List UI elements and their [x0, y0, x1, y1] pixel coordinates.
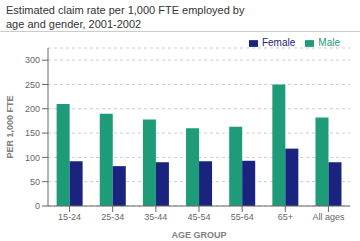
svg-text:15-24: 15-24 [58, 212, 81, 222]
svg-text:150: 150 [25, 128, 40, 138]
html-text:age and gender, 2001-2002: age and gender, 2001-2002 [6, 18, 142, 30]
svg-text:0: 0 [35, 201, 40, 211]
svg-text:All ages: All ages [312, 212, 345, 222]
svg-text:100: 100 [25, 153, 40, 163]
svg-text:25-34: 25-34 [101, 212, 124, 222]
svg-text:300: 300 [25, 55, 40, 65]
svg-text:PER 1,000 FTE: PER 1,000 FTE [8, 95, 15, 158]
svg-text:200: 200 [25, 104, 40, 114]
html-text:Male: Male [318, 37, 340, 48]
svg-text:65+: 65+ [278, 212, 293, 222]
svg-text:AGE GROUP: AGE GROUP [171, 230, 226, 240]
svg-text:45-54: 45-54 [187, 212, 210, 222]
svg-text:35-44: 35-44 [144, 212, 167, 222]
html-text:Female: Female [262, 37, 296, 48]
html-text:Estimated claim rate per 1,000: Estimated claim rate per 1,000 FTE emplo… [6, 4, 245, 16]
svg-text:55-64: 55-64 [231, 212, 254, 222]
svg-text:50: 50 [30, 177, 40, 187]
svg-text:250: 250 [25, 80, 40, 90]
